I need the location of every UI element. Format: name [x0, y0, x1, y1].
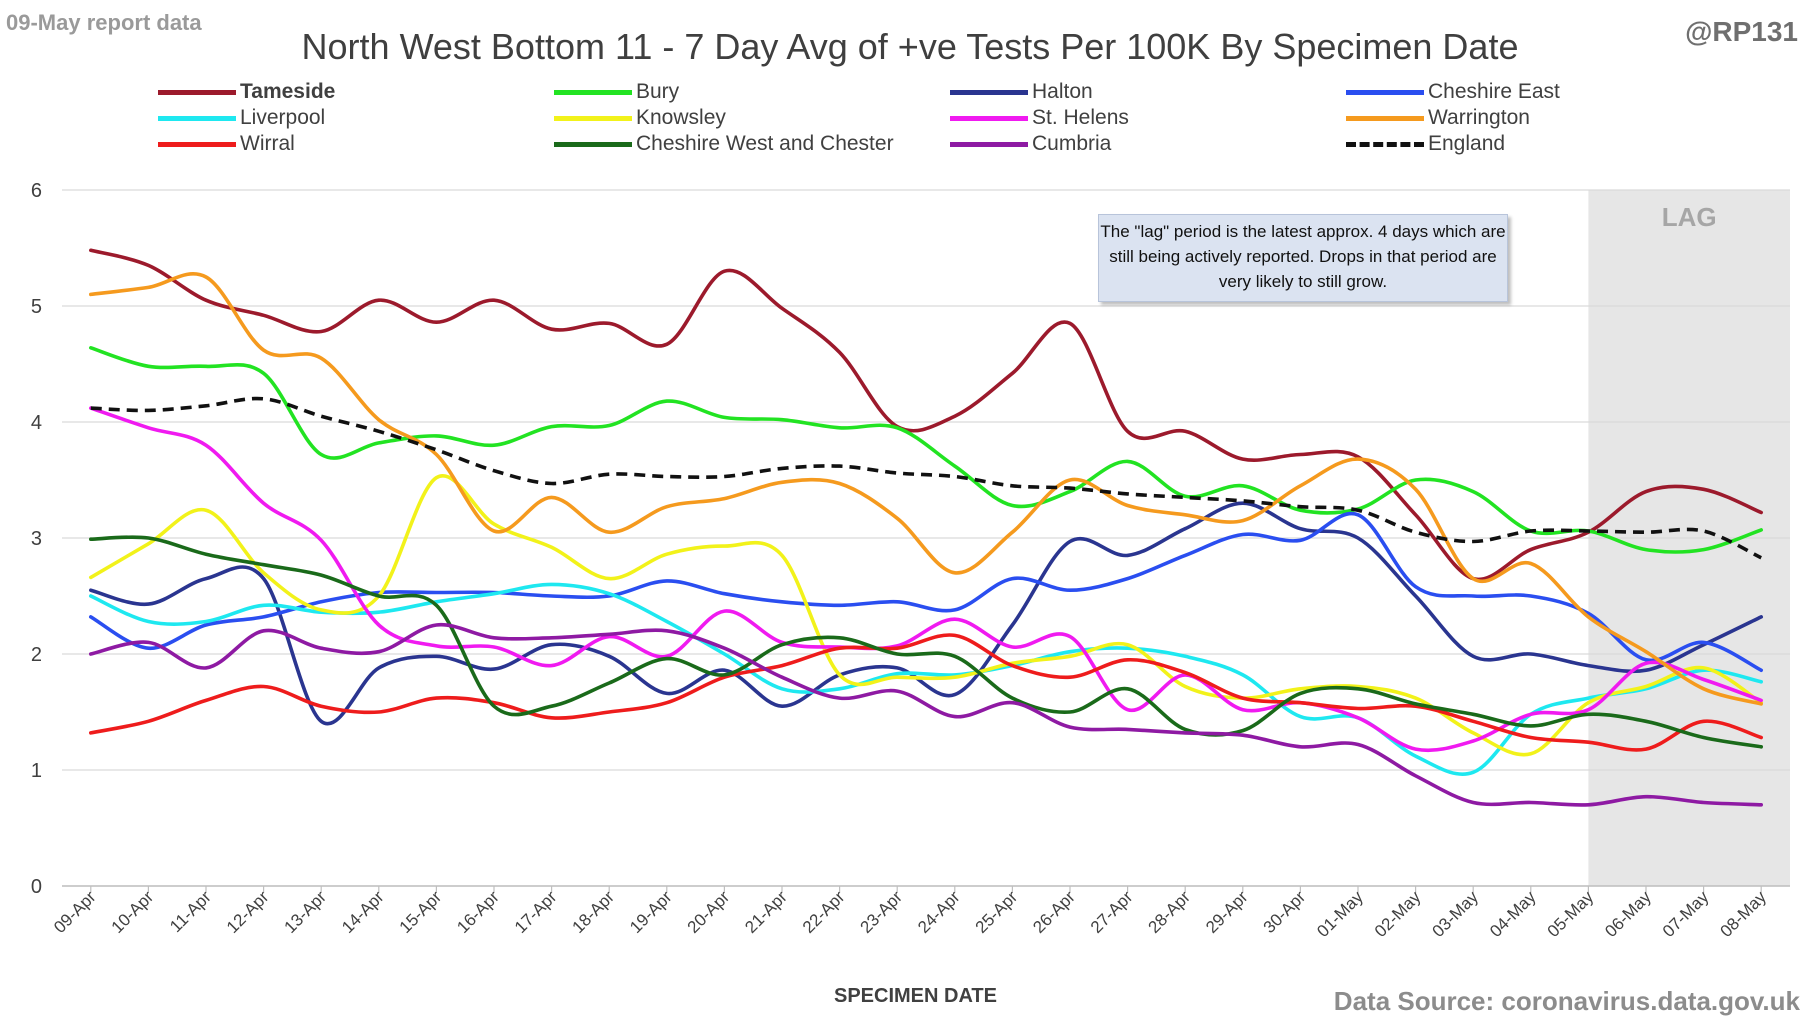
series-line-cumbria	[89, 623, 1763, 807]
data-source-label: Data Source: coronavirus.data.gov.uk	[1333, 986, 1800, 1016]
author-handle: @RP131	[1685, 16, 1798, 47]
lag-label: LAG	[1662, 202, 1717, 232]
x-tick-label: 17-Apr	[511, 887, 561, 937]
legend-item-england: England	[1346, 131, 1505, 157]
legend-swatch	[554, 115, 632, 121]
legend-item-cheshire-west-and-chester: Cheshire West and Chester	[554, 131, 894, 157]
x-tick-label: 12-Apr	[223, 887, 273, 937]
legend-swatch	[158, 141, 236, 147]
legend-label: England	[1428, 132, 1506, 155]
legend-label: Wirral	[240, 132, 295, 155]
legend-label: Tameside	[240, 80, 336, 103]
legend-label: Liverpool	[240, 106, 326, 129]
x-tick-label: 02-May	[1371, 887, 1425, 941]
series-line-england	[90, 396, 1762, 560]
x-axis-title: SPECIMEN DATE	[834, 985, 997, 1007]
series-line-cheshire-east	[89, 511, 1763, 672]
legend-label: Bury	[636, 80, 680, 103]
x-tick-label: 27-Apr	[1087, 887, 1137, 937]
legend-item-cheshire-east: Cheshire East	[1346, 79, 1560, 105]
legend-swatch	[950, 89, 1028, 95]
legend-swatch	[554, 89, 632, 95]
y-tick-label: 0	[31, 876, 42, 898]
legend-item-cumbria: Cumbria	[950, 131, 1111, 157]
series-line-halton	[89, 501, 1763, 726]
series-line-tameside	[89, 248, 1763, 582]
legend-label: Cheshire West and Chester	[636, 132, 894, 155]
legend-item-wirral: Wirral	[158, 131, 295, 157]
x-tick-label: 10-Apr	[108, 887, 158, 937]
x-tick-label: 28-Apr	[1145, 887, 1195, 937]
legend-label: Cumbria	[1032, 132, 1112, 155]
x-tick-label: 05-May	[1544, 887, 1598, 941]
chart-title: North West Bottom 11 - 7 Day Avg of +ve …	[301, 26, 1519, 67]
legend-label: Warrington	[1428, 106, 1530, 129]
y-tick-label: 2	[31, 644, 42, 666]
legend-swatch	[1346, 141, 1424, 147]
y-tick-label: 3	[31, 528, 42, 550]
lag-note-box: The "lag" period is the latest approx. 4…	[1098, 214, 1508, 302]
legend-item-halton: Halton	[950, 79, 1093, 105]
x-tick-label: 30-Apr	[1260, 887, 1310, 937]
series-line-warrington	[89, 271, 1763, 706]
report-date-label: 09-May report data	[6, 10, 202, 35]
x-tick-label: 03-May	[1429, 887, 1483, 941]
series-line-bury	[89, 346, 1763, 554]
x-tick-label: 15-Apr	[396, 887, 446, 937]
x-tick-label: 20-Apr	[684, 887, 734, 937]
legend-item-tameside: Tameside	[158, 79, 335, 105]
x-tick-label: 09-Apr	[50, 887, 100, 937]
y-tick-label: 5	[31, 296, 42, 318]
x-tick-label: 13-Apr	[281, 887, 331, 937]
x-tick-label: 04-May	[1486, 887, 1540, 941]
series-line-liverpool	[89, 582, 1763, 776]
legend-swatch	[554, 141, 632, 147]
legend-item-warrington: Warrington	[1346, 105, 1530, 131]
legend-item-knowsley: Knowsley	[554, 105, 726, 131]
legend-item-liverpool: Liverpool	[158, 105, 325, 131]
legend-label: Halton	[1032, 80, 1093, 103]
legend-swatch	[950, 141, 1028, 147]
legend-swatch	[1346, 115, 1424, 121]
x-tick-label: 18-Apr	[569, 887, 619, 937]
x-tick-label: 24-Apr	[914, 887, 964, 937]
x-tick-label: 25-Apr	[972, 887, 1022, 937]
legend-item-st-helens: St. Helens	[950, 105, 1129, 131]
series-line-st-helens	[89, 406, 1763, 753]
y-tick-label: 1	[31, 760, 42, 782]
legend-swatch	[158, 115, 236, 121]
x-tick-label: 26-Apr	[1029, 887, 1079, 937]
series-line-cheshire-west-and-chester	[89, 535, 1763, 749]
x-tick-label: 07-May	[1659, 887, 1713, 941]
x-tick-label: 16-Apr	[453, 887, 503, 937]
x-tick-label: 06-May	[1601, 887, 1655, 941]
x-tick-label: 29-Apr	[1202, 887, 1252, 937]
legend-swatch	[950, 115, 1028, 121]
x-tick-label: 23-Apr	[857, 887, 907, 937]
legend-label: Knowsley	[636, 106, 726, 129]
y-tick-label: 4	[31, 412, 42, 434]
series-line-wirral	[89, 633, 1763, 752]
x-tick-label: 08-May	[1717, 887, 1771, 941]
x-tick-label: 01-May	[1313, 887, 1367, 941]
legend-item-bury: Bury	[554, 79, 679, 105]
x-tick-label: 22-Apr	[799, 887, 849, 937]
legend-swatch	[1346, 89, 1424, 95]
x-tick-label: 11-Apr	[166, 887, 215, 936]
legend-swatch	[158, 89, 236, 95]
y-tick-label: 6	[31, 180, 42, 202]
x-tick-label: 19-Apr	[626, 887, 676, 937]
x-tick-label: 21-Apr	[741, 887, 791, 937]
x-tick-label: 14-Apr	[338, 887, 388, 937]
legend-label: Cheshire East	[1428, 80, 1560, 103]
legend-label: St. Helens	[1032, 106, 1129, 129]
